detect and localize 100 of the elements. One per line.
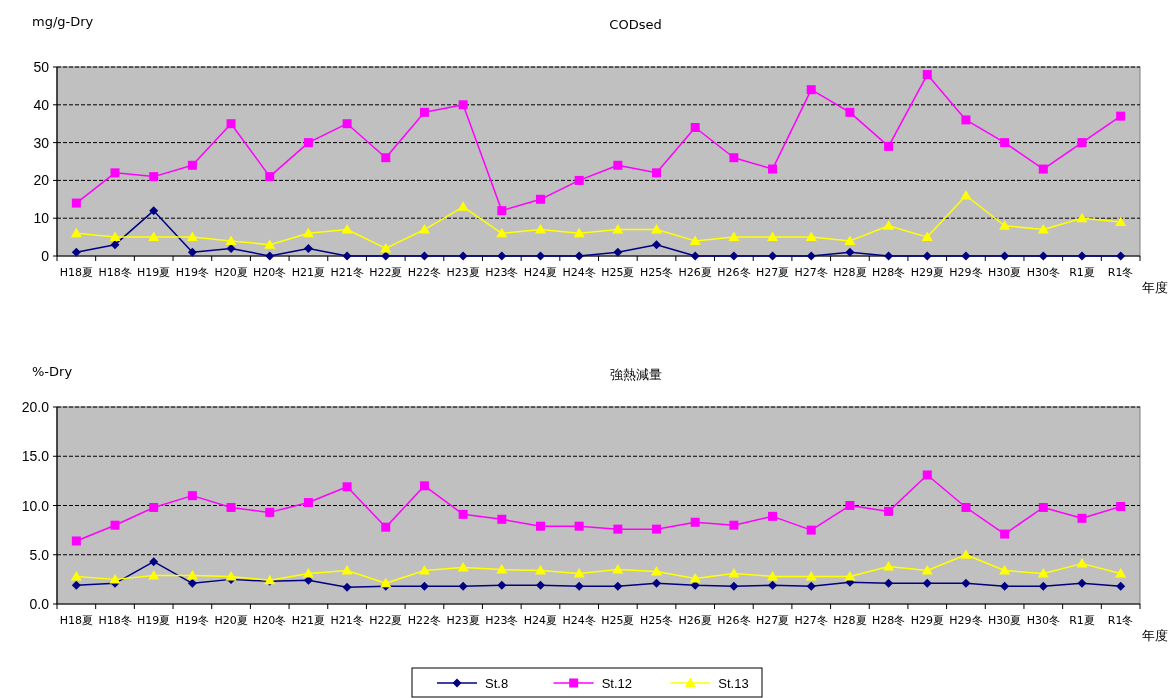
x-tick-label: H26夏 (678, 614, 712, 627)
legend-label: St.13 (718, 676, 749, 691)
x-tick-label: H25夏 (601, 266, 635, 279)
point (1038, 164, 1048, 174)
x-tick-label: H23夏 (446, 266, 480, 279)
x-tick-label: H26冬 (717, 614, 751, 627)
point (921, 231, 933, 242)
x-tick-label: H19冬 (175, 614, 210, 627)
x-tick-label: H29冬 (949, 266, 983, 279)
point (805, 231, 817, 242)
point (922, 578, 932, 588)
x-tick-label: H24夏 (523, 614, 558, 627)
point (148, 231, 160, 242)
y-tick-label: 20.0 (21, 399, 50, 415)
point (225, 570, 237, 581)
point (806, 251, 816, 261)
x-tick-label: H22冬 (407, 614, 442, 627)
point (652, 578, 662, 588)
point (960, 549, 972, 559)
x-tick-label: R1夏 (1069, 266, 1095, 279)
y-tick-label: 10.0 (21, 497, 50, 514)
point (729, 153, 739, 163)
x-tick-label: H20冬 (253, 266, 287, 279)
point (342, 482, 352, 492)
point (534, 224, 546, 234)
point (149, 172, 159, 182)
point (1000, 581, 1010, 591)
x-tick-label: H19夏 (137, 266, 171, 279)
point (922, 251, 932, 261)
point (806, 525, 816, 535)
point (574, 581, 584, 591)
x-tick-label: H25夏 (601, 614, 635, 627)
point (689, 572, 701, 583)
x-tick-label: H25冬 (639, 614, 674, 627)
point (768, 580, 778, 590)
point (1000, 529, 1010, 539)
y-tick-label: 20 (33, 172, 50, 189)
point (265, 507, 275, 517)
point (1115, 216, 1127, 226)
point (728, 231, 740, 242)
x-tick-label: H22冬 (407, 266, 442, 279)
x-tick-label: H21夏 (291, 266, 326, 279)
x-tick-label: R1冬 (1107, 266, 1134, 279)
point (767, 231, 779, 242)
x-tick-label: R1夏 (1069, 614, 1095, 627)
point (767, 570, 779, 581)
y-tick-label: 5.0 (29, 546, 50, 563)
x-tick-label: H28夏 (833, 614, 867, 627)
point (303, 243, 313, 253)
point (613, 160, 623, 170)
point (418, 224, 430, 234)
point (844, 235, 856, 245)
point (302, 227, 314, 238)
chart-title: 強熱減量 (609, 367, 662, 382)
y-axis-title: %-Dry (32, 364, 73, 379)
point (961, 502, 971, 512)
point (884, 578, 894, 588)
point (302, 567, 314, 578)
point (1115, 567, 1127, 578)
point (226, 502, 236, 512)
point (961, 251, 971, 261)
point (652, 524, 662, 534)
point (574, 175, 584, 185)
x-tick-label: R1冬 (1107, 614, 1134, 627)
x-tick-label: H18夏 (59, 614, 93, 627)
point (457, 201, 469, 211)
point (1000, 138, 1010, 148)
point (652, 240, 662, 250)
x-tick-label: H22夏 (369, 614, 403, 627)
x-tick-label: H19夏 (137, 614, 171, 627)
point (1077, 138, 1087, 148)
point (496, 564, 508, 574)
x-tick-label: H27冬 (794, 614, 828, 627)
point (729, 520, 739, 530)
point (148, 569, 160, 580)
x-axis-title: 年度 (1142, 628, 1168, 643)
point (303, 138, 313, 148)
point (381, 153, 391, 163)
x-tick-label: H27夏 (755, 266, 790, 279)
x-tick-label: H30冬 (1026, 266, 1060, 279)
point (535, 194, 545, 204)
x-tick-label: H29冬 (949, 614, 983, 627)
point (729, 251, 739, 261)
x-tick-label: H29夏 (910, 266, 944, 279)
point (419, 107, 429, 117)
point (1038, 581, 1048, 591)
chart-title: CODsed (609, 17, 662, 32)
point (534, 565, 546, 575)
x-tick-label: H21冬 (330, 266, 364, 279)
y-tick-label: 15.0 (21, 448, 50, 465)
point (961, 578, 971, 588)
point (690, 251, 700, 261)
x-tick-label: H21冬 (330, 614, 364, 627)
point (728, 567, 740, 578)
point (149, 557, 159, 567)
point (109, 231, 121, 242)
point (458, 100, 468, 110)
point (186, 231, 198, 242)
point (845, 247, 855, 257)
point (265, 251, 275, 261)
